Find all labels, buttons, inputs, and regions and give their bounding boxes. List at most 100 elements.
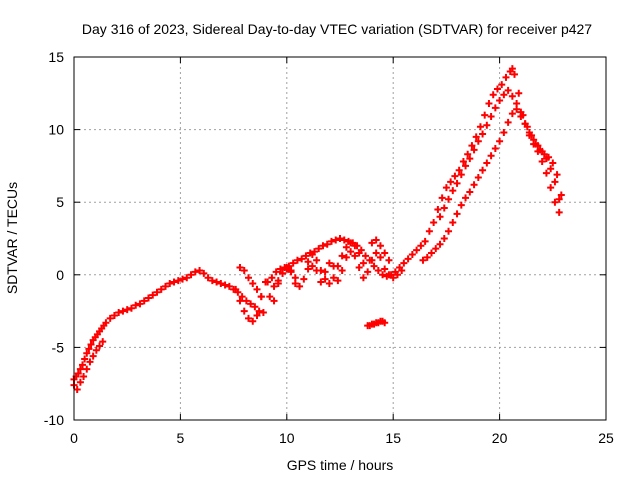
plot-frame (73, 56, 607, 421)
data-point (379, 271, 387, 279)
data-point (489, 91, 497, 99)
data-point (315, 245, 323, 253)
data-point (244, 274, 252, 282)
data-point (359, 259, 367, 267)
data-point (253, 285, 261, 293)
data-point (132, 301, 140, 309)
data-point (274, 277, 282, 285)
data-point (342, 243, 350, 251)
data-point (334, 262, 342, 270)
data-point (236, 297, 244, 305)
data-point (336, 235, 344, 242)
data-point (304, 258, 312, 266)
x-tick-label: 5 (177, 430, 185, 446)
data-point (317, 266, 325, 274)
data-point (327, 237, 335, 245)
data-point (374, 266, 382, 274)
series-group (70, 65, 565, 394)
data-point (417, 242, 425, 250)
data-point (481, 111, 489, 119)
data-point (144, 294, 152, 302)
data-point (313, 256, 321, 264)
data-point (293, 256, 301, 264)
data-point (83, 349, 91, 357)
data-point (255, 307, 263, 315)
data-point (462, 194, 470, 202)
data-point (204, 274, 212, 282)
data-point (542, 169, 550, 177)
data-point (472, 133, 480, 141)
data-point (347, 248, 355, 256)
data-point (447, 178, 455, 186)
data-point (496, 97, 504, 105)
data-point (455, 166, 463, 174)
data-point (508, 65, 516, 73)
data-point (76, 365, 84, 373)
data-point (515, 89, 523, 97)
data-point (551, 178, 559, 186)
data-point (340, 236, 348, 244)
data-point (304, 265, 312, 273)
data-point (244, 314, 252, 322)
data-point (287, 266, 295, 274)
data-series (70, 65, 565, 394)
data-point (525, 129, 533, 137)
data-point (555, 208, 563, 216)
data-point (302, 252, 310, 260)
data-point (183, 274, 191, 282)
x-tick-label: 0 (70, 430, 78, 446)
data-point (325, 259, 333, 267)
data-point (99, 338, 107, 346)
data-point (500, 91, 508, 99)
data-point (266, 293, 274, 301)
data-point (517, 113, 525, 121)
data-point (166, 280, 174, 288)
data-point (438, 194, 446, 202)
data-point (502, 73, 510, 81)
data-point (498, 81, 506, 89)
data-point (504, 118, 512, 126)
data-point (508, 92, 516, 100)
y-tick-label: -5 (52, 339, 65, 355)
data-point (521, 120, 529, 128)
data-point (413, 246, 421, 254)
data-point (428, 249, 436, 257)
data-point (368, 256, 376, 264)
data-point (86, 358, 94, 366)
data-point (268, 274, 276, 282)
data-point (449, 187, 457, 195)
data-point (459, 158, 467, 166)
data-point (362, 252, 370, 260)
y-tick-label: 5 (56, 194, 64, 210)
data-point (351, 252, 359, 260)
data-point (308, 262, 316, 270)
data-point (372, 236, 380, 244)
data-point (381, 265, 389, 273)
data-point (430, 219, 438, 227)
data-point (368, 239, 376, 247)
data-point (174, 277, 182, 285)
y-tick-label: -10 (44, 412, 64, 428)
data-point (191, 268, 199, 276)
data-point (249, 280, 257, 288)
chart-title: Day 316 of 2023, Sidereal Day-to-day VTE… (82, 21, 592, 37)
data-point (436, 213, 444, 221)
x-tick-label: 10 (279, 430, 295, 446)
x-tick-label: 25 (598, 430, 614, 446)
data-point (381, 249, 389, 257)
data-point (542, 155, 550, 163)
data-point (393, 271, 401, 279)
data-point (504, 86, 512, 94)
data-point (291, 274, 299, 282)
data-point (376, 253, 384, 261)
data-point (385, 256, 393, 264)
data-point (432, 245, 440, 253)
data-point (419, 256, 427, 264)
data-point (298, 255, 306, 263)
data-point (457, 171, 465, 179)
data-point (338, 252, 346, 260)
data-point (549, 159, 557, 167)
data-point (462, 162, 470, 170)
data-point (404, 255, 412, 263)
